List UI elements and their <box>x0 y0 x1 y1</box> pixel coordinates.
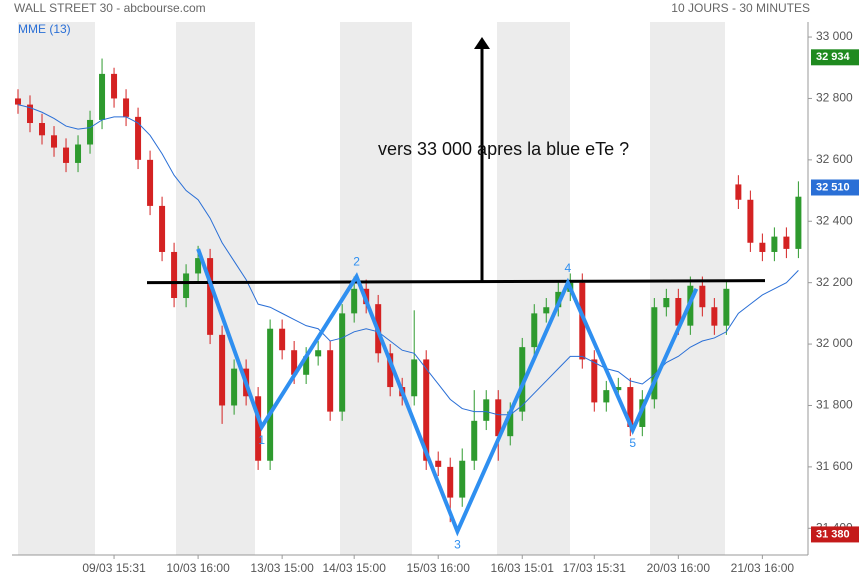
candle-body <box>447 466 454 498</box>
x-tick-label: 10/03 16:00 <box>166 561 230 575</box>
y-tick-label: 32 800 <box>816 91 853 105</box>
candle-body <box>207 258 214 335</box>
candle-body <box>219 334 226 406</box>
candle-body <box>51 135 58 148</box>
x-tick-label: 15/03 16:00 <box>407 561 471 575</box>
candle-body <box>483 399 490 421</box>
y-tick-label: 32 200 <box>816 275 853 289</box>
candle-body <box>411 359 418 397</box>
pattern-label: 1 <box>258 433 265 447</box>
candle-body <box>135 116 142 160</box>
candle-body <box>495 399 502 437</box>
candle-body <box>27 104 34 124</box>
candle-body <box>615 387 622 391</box>
candle-body <box>723 288 730 326</box>
price-tag <box>811 49 859 66</box>
candle-body <box>675 298 682 326</box>
x-tick-label: 09/03 15:31 <box>82 561 146 575</box>
candle-body <box>339 313 346 412</box>
candle-body <box>279 328 286 351</box>
x-tick-label: 14/03 15:00 <box>322 561 386 575</box>
candle-body <box>531 313 538 348</box>
annotation: vers 33 000 apres la blue eTe ? <box>378 139 629 159</box>
candle-body <box>315 350 322 357</box>
price-tag-label: 32 510 <box>816 181 850 193</box>
candle-body <box>75 144 82 163</box>
candle-body <box>303 356 310 375</box>
candle-body <box>195 258 202 274</box>
price-tag-label: 31 380 <box>816 528 850 540</box>
chart-title: WALL STREET 30 - abcbourse.com <box>14 1 206 15</box>
x-tick-label: 20/03 16:00 <box>647 561 711 575</box>
y-tick-label: 33 000 <box>816 29 853 43</box>
candle-body <box>63 147 70 163</box>
price-tag <box>811 179 859 196</box>
candle-body <box>15 98 22 105</box>
candle-body <box>663 298 670 308</box>
candle-body <box>351 288 358 314</box>
candle-body <box>471 420 478 461</box>
y-tick-label: 31 800 <box>816 398 853 412</box>
candle-body <box>735 184 742 200</box>
y-tick-label: 32 000 <box>816 336 853 350</box>
pattern-line <box>196 248 699 537</box>
candle-body <box>159 205 166 252</box>
day-band <box>497 22 570 555</box>
candle-body <box>699 285 706 308</box>
price-tag-label: 32 934 <box>816 51 851 63</box>
candle-body <box>747 199 754 243</box>
candle-body <box>231 368 238 406</box>
x-tick-label: 17/03 15:31 <box>563 561 627 575</box>
arrow-head <box>474 37 490 50</box>
candle-body <box>327 350 334 412</box>
candle-body <box>387 353 394 388</box>
pattern-label: 4 <box>565 261 572 275</box>
legend-entry: MME (13) <box>18 22 71 36</box>
candle-body <box>771 236 778 252</box>
y-tick-label: 32 400 <box>816 213 853 227</box>
candle-body <box>543 307 550 314</box>
candle-body <box>519 347 526 412</box>
pattern-label: 2 <box>353 255 360 269</box>
candle-body <box>759 242 766 252</box>
candle-body <box>627 387 634 427</box>
x-tick-label: 13/03 15:00 <box>250 561 314 575</box>
candle-body <box>423 359 430 461</box>
candle-body <box>87 119 94 145</box>
candle-body <box>255 396 262 461</box>
day-band <box>176 22 255 555</box>
y-tick-label: 31 600 <box>816 459 853 473</box>
x-tick-label: 16/03 15:01 <box>491 561 555 575</box>
chart-subtitle: 10 JOURS - 30 MINUTES <box>671 1 810 15</box>
candle-body <box>111 73 118 99</box>
candle-body <box>507 411 514 437</box>
candle-body <box>783 236 790 249</box>
candle-body <box>171 251 178 299</box>
candle-body <box>795 196 802 249</box>
candle-body <box>711 307 718 326</box>
pattern-label: 3 <box>454 538 461 552</box>
candle-body <box>267 328 274 461</box>
price-tag <box>811 526 859 543</box>
candle-body <box>39 123 46 136</box>
candle-body <box>591 359 598 403</box>
candle-body <box>123 98 130 117</box>
candle-body <box>147 159 154 206</box>
day-band <box>340 22 412 555</box>
candle-body <box>579 282 586 360</box>
pattern-label: 5 <box>629 436 636 450</box>
candle-body <box>459 460 466 498</box>
x-tick-label: 21/03 16:00 <box>731 561 795 575</box>
neckline <box>146 279 766 285</box>
candle-body <box>435 460 442 467</box>
y-tick-label: 32 600 <box>816 152 853 166</box>
candle-body <box>183 273 190 299</box>
ema-line <box>17 104 799 416</box>
candle-body <box>651 307 658 400</box>
candle-body <box>291 350 298 375</box>
candle-body <box>603 390 610 403</box>
candle-body <box>99 73 106 120</box>
